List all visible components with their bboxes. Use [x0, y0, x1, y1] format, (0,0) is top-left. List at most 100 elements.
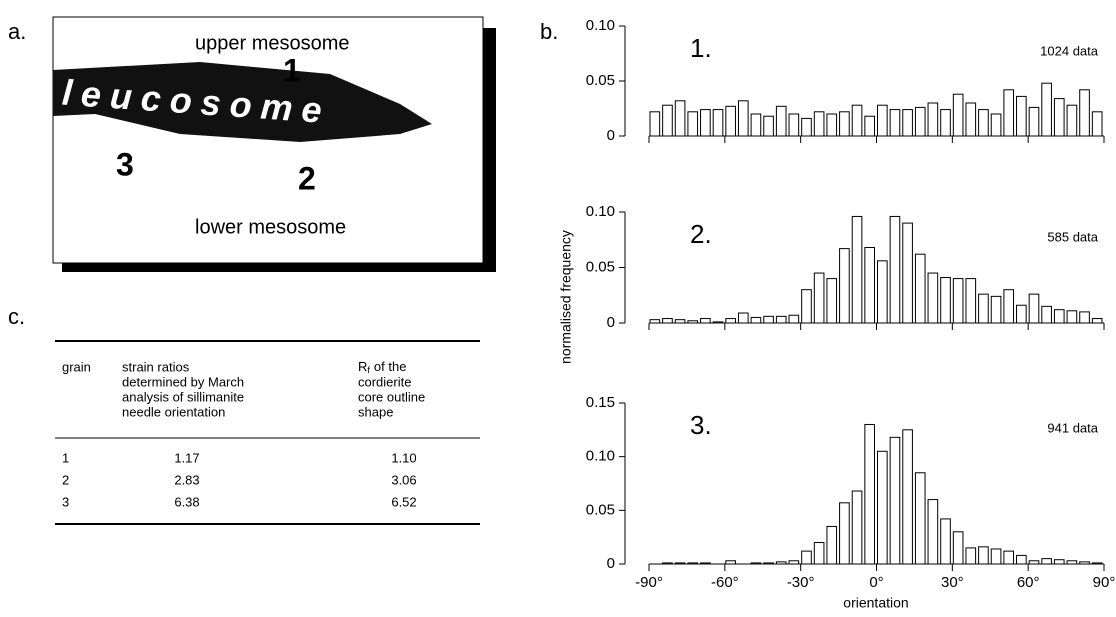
bar — [952, 531, 964, 565]
header-text: of the — [374, 359, 407, 374]
annotation: 2. — [690, 219, 712, 249]
header-symbol: R — [358, 359, 367, 374]
diagram-box — [52, 16, 484, 264]
header-subscript: f — [367, 365, 370, 375]
bar — [940, 109, 951, 137]
bar — [978, 293, 989, 324]
y-tick-label: 0.10 — [586, 203, 615, 220]
bar — [725, 105, 736, 137]
bar — [687, 320, 699, 324]
bar — [927, 102, 939, 137]
bar — [877, 450, 888, 565]
bar — [725, 318, 736, 324]
bar — [1066, 104, 1078, 137]
bar — [674, 562, 686, 565]
x-tick-label: -90° — [635, 574, 663, 591]
bar — [801, 289, 812, 324]
table-header: strain ratios — [122, 359, 190, 374]
bar — [1053, 309, 1065, 324]
bar — [952, 278, 964, 324]
point-label: 1 — [283, 52, 301, 88]
bar — [712, 321, 724, 324]
bar — [1016, 554, 1027, 565]
bar — [1079, 561, 1090, 565]
bar — [1028, 560, 1040, 565]
bar — [1091, 562, 1103, 565]
x-tick-label: 0° — [869, 574, 883, 591]
bar — [1016, 95, 1027, 137]
bar — [1041, 82, 1052, 137]
bar — [737, 312, 749, 324]
bar — [965, 278, 977, 324]
bar — [700, 562, 711, 565]
table-cell: 6.52 — [391, 494, 416, 509]
bar — [902, 429, 913, 565]
bar — [750, 316, 762, 324]
table-cell: 3 — [62, 494, 69, 509]
bar — [1041, 558, 1052, 565]
bar — [1091, 318, 1103, 324]
bar — [952, 93, 964, 137]
table-header: cordierite — [358, 374, 411, 389]
bar — [864, 423, 875, 565]
bar — [788, 314, 800, 324]
bar — [965, 547, 977, 565]
bar — [687, 562, 699, 565]
bar — [1028, 106, 1040, 137]
bar — [1066, 310, 1078, 324]
y-tick-label: 0.05 — [586, 72, 615, 89]
panel-label: c. — [8, 304, 25, 329]
bar — [889, 436, 901, 565]
bar — [1079, 311, 1090, 324]
bar — [889, 215, 901, 324]
bar — [914, 253, 926, 324]
y-tick-label: 0 — [607, 555, 615, 572]
bar — [851, 490, 863, 565]
bar — [750, 113, 762, 137]
bar — [914, 472, 926, 565]
bar — [674, 319, 686, 324]
bar — [700, 318, 711, 324]
bar — [839, 502, 850, 565]
bar — [1016, 304, 1027, 324]
bar — [940, 276, 951, 324]
bar — [725, 560, 736, 565]
y-tick-label: 0.15 — [586, 394, 615, 411]
bar — [1041, 305, 1052, 324]
table-header: core outline — [358, 389, 425, 404]
y-tick-label: 0.05 — [586, 501, 615, 518]
bar — [826, 113, 838, 137]
table-header: analysis of sillimanite — [122, 389, 244, 404]
y-tick-label: 0.05 — [586, 258, 615, 275]
bar — [851, 215, 863, 324]
table-cell: 1 — [62, 450, 69, 465]
bar — [1003, 89, 1015, 137]
bar — [940, 518, 951, 565]
bar — [763, 315, 774, 324]
bar — [978, 546, 989, 565]
point-label: 3 — [116, 146, 134, 182]
bar — [788, 560, 800, 565]
table-cell: 3.06 — [391, 472, 416, 487]
bar — [978, 109, 989, 137]
note: 941 data — [1047, 420, 1098, 435]
lower-label: lower mesosome — [195, 216, 346, 238]
bar — [649, 319, 661, 324]
bar — [877, 104, 888, 137]
bar — [763, 115, 774, 137]
table-cell: 1.17 — [174, 450, 199, 465]
annotation: 3. — [690, 410, 712, 440]
y-tick-label: 0 — [607, 127, 615, 144]
table-header: shape — [358, 404, 393, 419]
bar — [864, 247, 875, 324]
bar — [763, 562, 774, 565]
bar — [902, 222, 913, 324]
bar — [1003, 289, 1015, 324]
bar — [1091, 111, 1103, 137]
bar — [750, 562, 762, 565]
table-cell: 2.83 — [174, 472, 199, 487]
bar — [927, 499, 939, 565]
table-header: Rf of the — [358, 359, 406, 375]
bar — [649, 111, 661, 137]
